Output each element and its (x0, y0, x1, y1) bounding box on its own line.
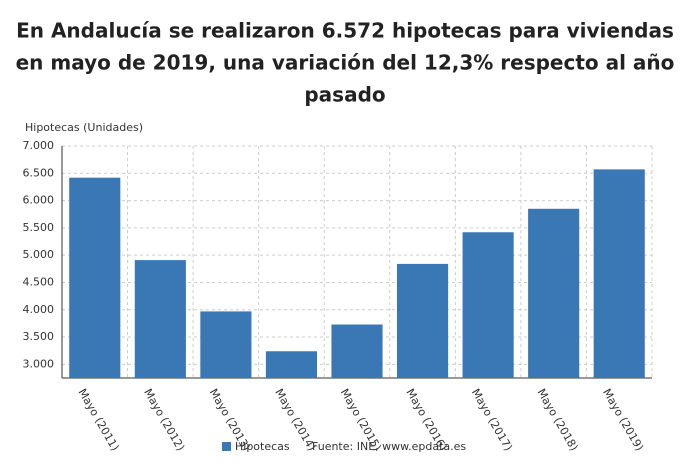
y-tick-label: 5.000 (23, 248, 55, 261)
legend-swatch (222, 442, 231, 451)
bar (134, 260, 186, 378)
x-tick-label: Mayo (2019) (600, 387, 646, 454)
title-line: pasado (304, 83, 385, 107)
bar (528, 208, 580, 378)
title-line: en mayo de 2019, una variación del 12,3%… (16, 51, 675, 75)
bar (331, 324, 383, 378)
y-tick-label: 4.000 (23, 303, 55, 316)
bar (593, 169, 645, 378)
y-tick-label: 7.000 (23, 139, 55, 152)
bar (462, 232, 514, 378)
y-tick-label: 4.500 (23, 275, 55, 288)
y-axis-label: Hipotecas (Unidades) (25, 121, 143, 134)
y-tick-label: 3.500 (23, 330, 55, 343)
title-line: En Andalucía se realizaron 6.572 hipotec… (16, 19, 674, 43)
bar (69, 177, 121, 378)
legend-label: Hipotecas (235, 440, 290, 453)
bar (200, 311, 252, 378)
x-tick-label: Mayo (2018) (534, 387, 580, 454)
y-tick-label: 3.000 (23, 357, 55, 370)
bar (265, 351, 318, 378)
x-tick-label: Mayo (2011) (76, 387, 122, 454)
y-tick-label: 6.500 (23, 166, 55, 179)
y-tick-label: 5.500 (23, 221, 55, 234)
x-tick-label: Mayo (2012) (141, 387, 187, 454)
source: Fuente: INE, www.epdata.es (312, 440, 466, 453)
x-tick-label: Mayo (2017) (469, 387, 515, 454)
bar (396, 263, 449, 378)
y-tick-label: 6.000 (23, 194, 55, 207)
